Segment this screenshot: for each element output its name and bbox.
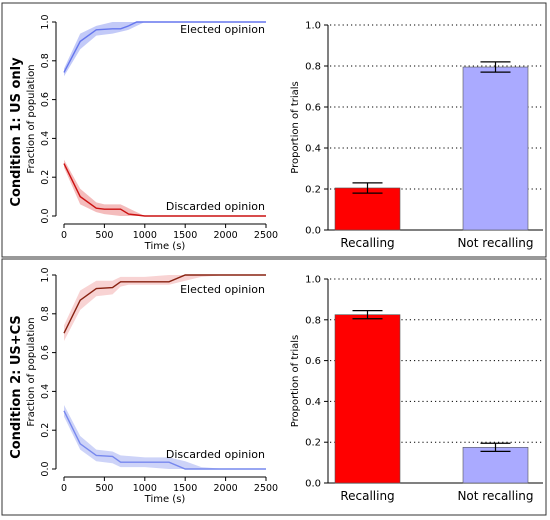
panel-condition-2: Condition 2: US+CS 0.0 0.2 0.4 0.6 0.8 1.0 0 500…: [1, 258, 547, 516]
panel-border: [1, 2, 547, 258]
y-tick-label: 0.4: [40, 384, 51, 399]
condition-label: Condition 1: US only: [9, 57, 24, 207]
bar-chart: 0.0 0.2 0.4 0.6 0.8 1.0 Proportion of trials Re…: [290, 21, 543, 250]
y-tick-label: 0.0: [305, 226, 321, 237]
series-band: [64, 275, 266, 341]
y-tick-label: 0.0: [40, 208, 51, 223]
y-tick-label: 0.0: [40, 461, 51, 476]
bar-category-label: Not recalling: [457, 236, 533, 250]
series-line: [63, 410, 266, 470]
series-line: [63, 21, 266, 73]
bar-category-label: Not recalling: [457, 489, 533, 503]
y-tick-label: 0.4: [40, 131, 51, 146]
x-tick-label: 0: [61, 230, 67, 241]
x-tick-label: 500: [95, 230, 113, 241]
y-tick-label: 0.8: [40, 53, 51, 68]
series-label: Elected opinion: [180, 283, 265, 296]
y-tick-label: 0.4: [305, 144, 321, 155]
panel-condition-1: Condition 1: US only 0.0 0.2 0.4 0.6 0.8 1.0 0 5…: [1, 2, 547, 258]
y-tick-label: 0.2: [305, 438, 321, 449]
y-tick-label: 0.0: [305, 479, 321, 490]
bar: [462, 446, 529, 484]
series-line: [63, 274, 266, 334]
y-tick-label: 1.0: [305, 275, 321, 286]
bar-category-label: Recalling: [340, 236, 394, 250]
y-tick-label: 0.4: [305, 397, 321, 408]
x-tick-label: 1000: [133, 230, 157, 241]
y-axis-label: Proportion of trials: [290, 81, 301, 174]
series-label: Discarded opinion: [166, 448, 265, 461]
panel-border: [1, 258, 547, 516]
y-tick-label: 1.0: [40, 14, 51, 29]
y-axis-label: Fraction of population: [26, 64, 37, 173]
x-tick-label: 2500: [254, 230, 278, 241]
x-tick-label: 2000: [214, 483, 238, 494]
x-tick-label: 2500: [254, 483, 278, 494]
bar: [462, 66, 529, 231]
x-axis-label: Time (s): [144, 494, 186, 505]
x-tick-label: 500: [95, 483, 113, 494]
y-tick-label: 0.6: [305, 356, 321, 367]
line-chart: 0.0 0.2 0.4 0.6 0.8 1.0 0 500 1000 1500 2000 2500 Fr…: [26, 267, 278, 505]
x-tick-label: 1000: [133, 483, 157, 494]
y-tick-label: 0.6: [40, 92, 51, 107]
line-chart: 0.0 0.2 0.4 0.6 0.8 1.0 0 500 1000 1500 2000 2500 Fr…: [26, 14, 278, 252]
y-tick-label: 0.2: [305, 185, 321, 196]
y-tick-label: 0.6: [40, 345, 51, 360]
condition-label: Condition 2: US+CS: [9, 315, 24, 459]
x-axis-label: Time (s): [144, 241, 186, 252]
x-tick-label: 0: [61, 483, 67, 494]
y-tick-label: 0.8: [305, 315, 321, 326]
series-label: Discarded opinion: [166, 200, 265, 213]
y-axis-label: Proportion of trials: [290, 335, 301, 428]
bar-category-label: Recalling: [340, 489, 394, 503]
y-axis-label: Fraction of population: [26, 317, 37, 426]
x-tick-label: 1500: [173, 230, 197, 241]
y-tick-label: 0.8: [305, 62, 321, 73]
y-tick-label: 0.8: [40, 306, 51, 321]
x-tick-label: 2000: [214, 230, 238, 241]
series-band: [64, 405, 266, 469]
y-tick-label: 1.0: [305, 21, 321, 32]
x-tick-label: 1500: [173, 483, 197, 494]
bar-chart: 0.0 0.2 0.4 0.6 0.8 1.0 Proportion of trials Re…: [290, 275, 543, 503]
bar: [334, 314, 401, 484]
y-tick-label: 0.2: [40, 423, 51, 438]
series-line: [63, 163, 266, 217]
y-tick-label: 1.0: [40, 267, 51, 282]
y-tick-label: 0.6: [305, 103, 321, 114]
y-tick-label: 0.2: [40, 170, 51, 185]
bar: [334, 187, 401, 231]
series-label: Elected opinion: [180, 23, 265, 36]
